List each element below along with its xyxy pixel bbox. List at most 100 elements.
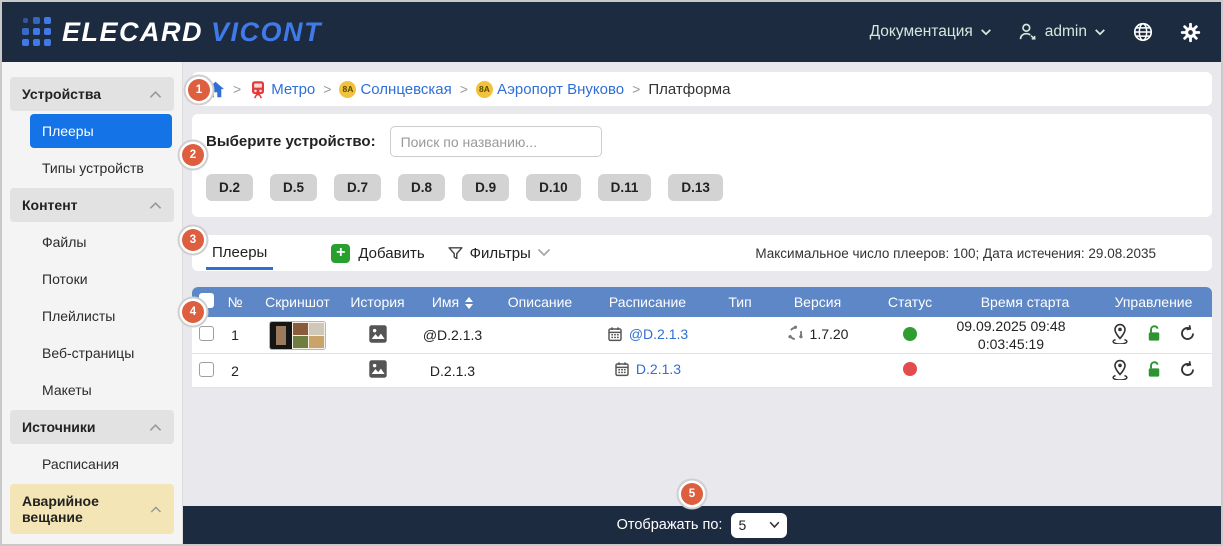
- sidebar-section-devices[interactable]: Устройства: [10, 77, 174, 111]
- ubuntu-icon: [787, 325, 803, 341]
- schedule-link[interactable]: D.2.1.3: [614, 361, 681, 377]
- control-icons: [1110, 323, 1197, 345]
- sidebar-item-webpages[interactable]: Веб-страницы: [42, 345, 135, 361]
- sort-icon: [465, 297, 474, 310]
- section-label: Источники: [22, 419, 96, 435]
- breadcrumb-line[interactable]: 8А Солнцевская: [339, 80, 452, 98]
- breadcrumb-home[interactable]: [206, 81, 225, 98]
- col-name-label: Имя: [431, 294, 460, 310]
- breadcrumb: > Метро > 8А Солнцев: [192, 72, 1212, 106]
- device-picker: Выберите устройство: D.2 D.5 D.7 D.8 D.9…: [192, 114, 1212, 217]
- chevron-up-icon: [149, 423, 162, 431]
- col-screenshot: Скриншот: [250, 287, 345, 317]
- unlock-icon: [1148, 361, 1160, 377]
- breadcrumb-separator: >: [632, 81, 641, 97]
- logo-text: ELECARD VICONT: [62, 17, 322, 48]
- tab-players[interactable]: Плееры: [206, 237, 274, 270]
- table-row[interactable]: 2 D.2.1.3: [192, 353, 1212, 389]
- restart-button[interactable]: [1178, 324, 1197, 343]
- filters-label: Фильтры: [469, 244, 531, 262]
- breadcrumb-station[interactable]: 8А Аэропорт Внуково: [475, 80, 624, 98]
- table-row[interactable]: 1 @D.2.1.3: [192, 317, 1212, 355]
- breadcrumb-metro[interactable]: Метро: [249, 80, 315, 99]
- documentation-menu[interactable]: Документация: [870, 23, 992, 41]
- unlock-button[interactable]: [1145, 324, 1163, 343]
- version-cell: 1.7.20: [787, 325, 849, 342]
- col-description: Описание: [495, 287, 585, 317]
- breadcrumb-separator: >: [323, 81, 332, 97]
- player-type: [710, 353, 770, 389]
- history-button[interactable]: [367, 324, 389, 348]
- user-menu[interactable]: admin: [1018, 22, 1106, 42]
- device-button-d9[interactable]: D.9: [462, 174, 510, 201]
- sidebar-item-device-types[interactable]: Типы устройств: [42, 160, 144, 176]
- breadcrumb-label: Метро: [271, 80, 316, 98]
- per-page-value: 5: [738, 517, 747, 533]
- device-button-d8[interactable]: D.8: [398, 174, 446, 201]
- device-button-d10[interactable]: D.10: [526, 174, 581, 201]
- col-control: Управление: [1095, 287, 1212, 317]
- row-num: 1: [220, 317, 250, 355]
- line-badge: 8А: [339, 80, 357, 98]
- screenshot-thumbnail[interactable]: [269, 320, 326, 350]
- location-button[interactable]: [1110, 323, 1130, 345]
- device-button-d7[interactable]: D.7: [334, 174, 382, 201]
- language-button[interactable]: [1132, 21, 1154, 43]
- section-label: Контент: [22, 197, 78, 213]
- restart-icon: [1181, 325, 1194, 341]
- per-page-select[interactable]: 5: [731, 512, 788, 538]
- breadcrumb-label: Солнцевская: [360, 80, 452, 98]
- status-indicator: [903, 326, 917, 341]
- sidebar-item-playlists[interactable]: Плейлисты: [42, 308, 116, 324]
- location-icon: [1112, 359, 1128, 380]
- device-button-d2[interactable]: D.2: [206, 174, 254, 201]
- status-indicator: [903, 362, 917, 377]
- sidebar-item-layouts[interactable]: Макеты: [42, 382, 92, 398]
- section-label: Аварийное вещание: [22, 493, 99, 525]
- annotation-badge-4: 4: [182, 301, 204, 323]
- chevron-down-icon: [980, 29, 991, 36]
- unlock-button[interactable]: [1145, 360, 1163, 379]
- sidebar-item-schedules[interactable]: Расписания: [42, 456, 119, 472]
- add-player-button[interactable]: + Добавить: [331, 243, 425, 263]
- row-checkbox[interactable]: [198, 361, 214, 377]
- image-icon: [368, 360, 387, 379]
- sidebar-section-content[interactable]: Контент: [10, 188, 174, 222]
- funnel-icon: [448, 246, 463, 259]
- device-search-input[interactable]: [389, 126, 602, 157]
- col-name-sortable[interactable]: Имя: [410, 287, 495, 317]
- app-logo: ELECARD VICONT: [22, 17, 322, 48]
- device-button-d11[interactable]: D.11: [597, 174, 652, 201]
- sidebar-section-sources[interactable]: Источники: [10, 410, 174, 444]
- breadcrumb-separator: >: [233, 81, 242, 97]
- sidebar-item-players[interactable]: Плееры: [30, 114, 172, 148]
- player-description: [495, 353, 585, 389]
- device-button-d5[interactable]: D.5: [270, 174, 318, 201]
- history-button[interactable]: [367, 360, 389, 383]
- line-badge: 8А: [475, 80, 493, 98]
- sidebar-item-streams[interactable]: Потоки: [42, 271, 88, 287]
- sidebar-item-files[interactable]: Файлы: [42, 234, 87, 250]
- version-value: 1.7.20: [809, 325, 849, 342]
- logo-primary: ELECARD: [62, 16, 204, 47]
- restart-button[interactable]: [1178, 360, 1197, 379]
- schedule-name: @D.2.1.3: [628, 325, 689, 342]
- schedule-link[interactable]: @D.2.1.3: [607, 326, 688, 342]
- sidebar-section-emergency[interactable]: Аварийное вещание: [10, 484, 174, 534]
- player-name: D.2.1.3: [410, 353, 495, 389]
- device-button-d13[interactable]: D.13: [668, 174, 723, 201]
- restart-icon: [1181, 360, 1194, 376]
- select-all-checkbox[interactable]: [198, 293, 214, 308]
- row-num: 2: [220, 353, 250, 389]
- chevron-down-icon: [1095, 29, 1105, 36]
- location-button[interactable]: [1110, 359, 1130, 380]
- settings-button[interactable]: [1180, 22, 1201, 43]
- content-area: > Метро > 8А Солнцев: [183, 62, 1221, 506]
- top-bar: ELECARD VICONT Документация admin: [2, 2, 1221, 62]
- row-checkbox[interactable]: [198, 326, 214, 342]
- sidebar-item-emergency-players[interactable]: Плееры: [30, 537, 172, 544]
- filters-button[interactable]: Фильтры: [447, 245, 551, 262]
- device-picker-label: Выберите устройство:: [206, 133, 376, 150]
- logo-dots-icon: [22, 17, 52, 47]
